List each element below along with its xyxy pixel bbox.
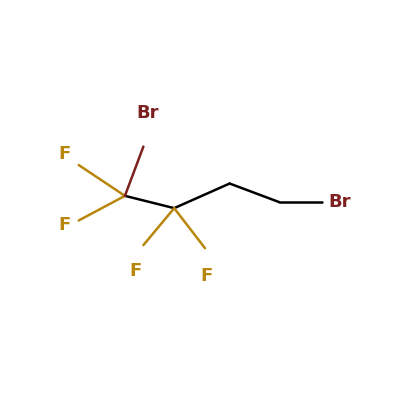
Text: F: F <box>200 267 213 285</box>
Text: F: F <box>59 216 71 234</box>
Text: Br: Br <box>137 104 159 122</box>
Text: F: F <box>130 262 142 280</box>
Text: Br: Br <box>328 193 351 211</box>
Text: F: F <box>59 145 71 163</box>
